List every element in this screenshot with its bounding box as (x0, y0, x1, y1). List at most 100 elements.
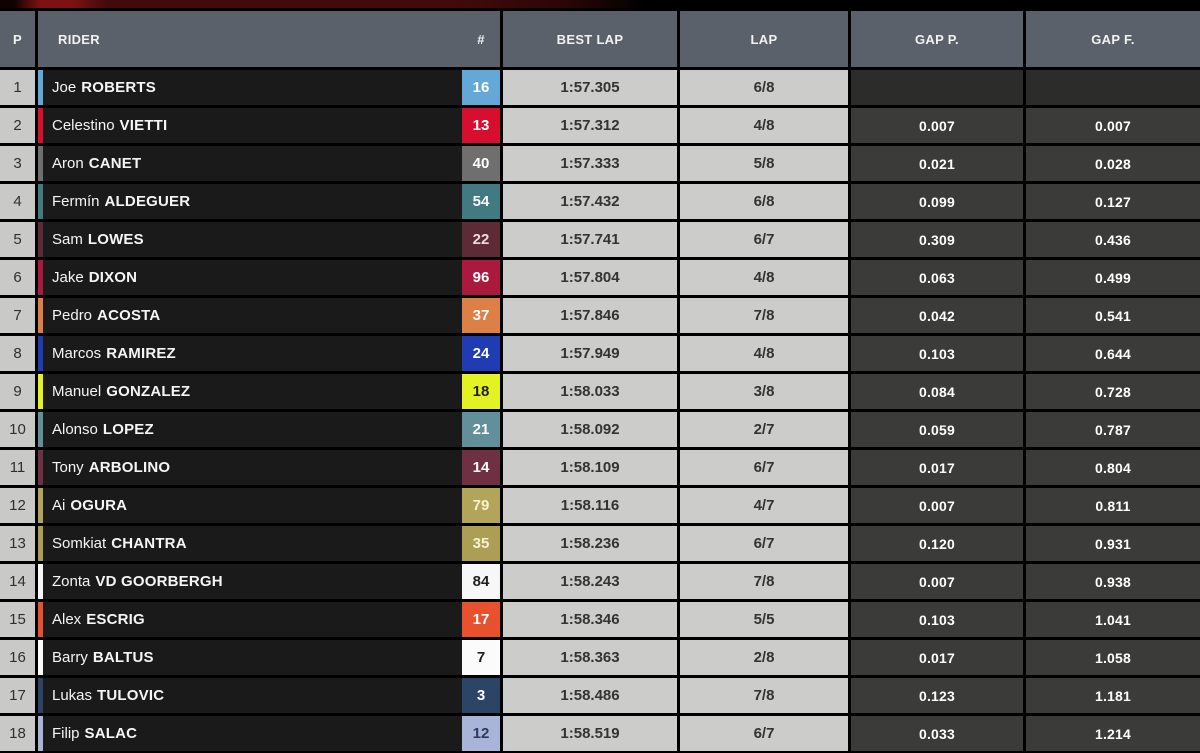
gap-prev-cell: 0.123 (851, 678, 1023, 713)
gap-first-cell: 1.058 (1026, 640, 1200, 675)
rider-last-name: TULOVIC (97, 687, 165, 704)
rider-first-name: Aron (52, 155, 84, 172)
rider-number-badge: 7 (462, 640, 500, 675)
header-number: # (477, 31, 485, 47)
table-row[interactable]: 15 Alex ESCRIG 17 1:58.346 5/5 0.103 1.0… (0, 602, 1200, 637)
rider-last-name: OGURA (70, 497, 128, 514)
gap-first-cell: 0.811 (1026, 488, 1200, 523)
header-best-lap: BEST LAP (503, 11, 677, 67)
best-lap-cell: 1:57.305 (503, 70, 677, 105)
rider-color-stripe (38, 564, 43, 599)
rider-first-name: Filip (52, 725, 80, 742)
table-row[interactable]: 7 Pedro ACOSTA 37 1:57.846 7/8 0.042 0.5… (0, 298, 1200, 333)
rider-cell: Ai OGURA 79 (38, 488, 500, 523)
best-lap-cell: 1:57.333 (503, 146, 677, 181)
table-row[interactable]: 1 Joe ROBERTS 16 1:57.305 6/8 (0, 70, 1200, 105)
rider-last-name: GONZALEZ (106, 383, 191, 400)
best-lap-cell: 1:58.346 (503, 602, 677, 637)
table-row[interactable]: 17 Lukas TULOVIC 3 1:58.486 7/8 0.123 1.… (0, 678, 1200, 713)
table-row[interactable]: 2 Celestino VIETTI 13 1:57.312 4/8 0.007… (0, 108, 1200, 143)
timing-table: P RIDER # BEST LAP LAP GAP P. GAP F. 1 J… (0, 11, 1200, 751)
best-lap-cell: 1:58.109 (503, 450, 677, 485)
rider-color-stripe (38, 640, 43, 675)
rider-number-badge: 96 (462, 260, 500, 295)
gap-prev-cell: 0.063 (851, 260, 1023, 295)
position-cell: 8 (0, 336, 35, 371)
rider-cell: Lukas TULOVIC 3 (38, 678, 500, 713)
gap-first-cell: 0.787 (1026, 412, 1200, 447)
position-cell: 2 (0, 108, 35, 143)
table-row[interactable]: 13 Somkiat CHANTRA 35 1:58.236 6/7 0.120… (0, 526, 1200, 561)
best-lap-cell: 1:57.432 (503, 184, 677, 219)
rider-color-stripe (38, 450, 43, 485)
table-row[interactable]: 14 Zonta VD GOORBERGH 84 1:58.243 7/8 0.… (0, 564, 1200, 599)
rider-number-badge: 17 (462, 602, 500, 637)
rider-color-stripe (38, 488, 43, 523)
best-lap-cell: 1:58.486 (503, 678, 677, 713)
table-row[interactable]: 4 Fermín ALDEGUER 54 1:57.432 6/8 0.099 … (0, 184, 1200, 219)
position-cell: 10 (0, 412, 35, 447)
lap-cell: 6/7 (680, 526, 848, 561)
rider-cell: Marcos RAMIREZ 24 (38, 336, 500, 371)
best-lap-cell: 1:57.804 (503, 260, 677, 295)
rider-last-name: VD GOORBERGH (95, 573, 223, 590)
rider-last-name: LOWES (87, 231, 144, 248)
gap-prev-cell: 0.309 (851, 222, 1023, 257)
header-gap-prev: GAP P. (851, 11, 1023, 67)
rider-cell: Sam LOWES 22 (38, 222, 500, 257)
position-cell: 6 (0, 260, 35, 295)
table-row[interactable]: 6 Jake DIXON 96 1:57.804 4/8 0.063 0.499 (0, 260, 1200, 295)
rider-cell: Manuel GONZALEZ 18 (38, 374, 500, 409)
rider-color-stripe (38, 602, 43, 637)
gap-prev-cell: 0.099 (851, 184, 1023, 219)
best-lap-cell: 1:58.243 (503, 564, 677, 599)
position-cell: 12 (0, 488, 35, 523)
rider-last-name: ESCRIG (86, 611, 145, 628)
lap-cell: 6/7 (680, 450, 848, 485)
table-row[interactable]: 12 Ai OGURA 79 1:58.116 4/7 0.007 0.811 (0, 488, 1200, 523)
gap-prev-cell: 0.033 (851, 716, 1023, 751)
rider-cell: Zonta VD GOORBERGH 84 (38, 564, 500, 599)
lap-cell: 2/7 (680, 412, 848, 447)
table-row[interactable]: 3 Aron CANET 40 1:57.333 5/8 0.021 0.028 (0, 146, 1200, 181)
rider-first-name: Joe (52, 79, 77, 96)
rider-first-name: Alex (52, 611, 82, 628)
gap-first-cell: 0.436 (1026, 222, 1200, 257)
gap-first-cell (1026, 70, 1200, 105)
lap-cell: 6/7 (680, 716, 848, 751)
gap-prev-cell: 0.120 (851, 526, 1023, 561)
rider-last-name: RAMIREZ (106, 345, 176, 362)
table-row[interactable]: 11 Tony ARBOLINO 14 1:58.109 6/7 0.017 0… (0, 450, 1200, 485)
table-row[interactable]: 9 Manuel GONZALEZ 18 1:58.033 3/8 0.084 … (0, 374, 1200, 409)
position-cell: 1 (0, 70, 35, 105)
gap-prev-cell: 0.007 (851, 488, 1023, 523)
rider-color-stripe (38, 108, 43, 143)
table-row[interactable]: 16 Barry BALTUS 7 1:58.363 2/8 0.017 1.0… (0, 640, 1200, 675)
gap-prev-cell: 0.007 (851, 564, 1023, 599)
best-lap-cell: 1:58.033 (503, 374, 677, 409)
rider-first-name: Celestino (52, 117, 115, 134)
rider-first-name: Ai (52, 497, 66, 514)
rider-first-name: Alonso (52, 421, 98, 438)
lap-cell: 5/8 (680, 146, 848, 181)
gap-first-cell: 1.041 (1026, 602, 1200, 637)
rider-color-stripe (38, 260, 43, 295)
table-header-row: P RIDER # BEST LAP LAP GAP P. GAP F. (0, 11, 1200, 67)
rider-number-badge: 79 (462, 488, 500, 523)
table-row[interactable]: 5 Sam LOWES 22 1:57.741 6/7 0.309 0.436 (0, 222, 1200, 257)
lap-cell: 5/5 (680, 602, 848, 637)
position-cell: 17 (0, 678, 35, 713)
rider-cell: Fermín ALDEGUER 54 (38, 184, 500, 219)
table-row[interactable]: 10 Alonso LOPEZ 21 1:58.092 2/7 0.059 0.… (0, 412, 1200, 447)
lap-cell: 7/8 (680, 298, 848, 333)
table-row[interactable]: 18 Filip SALAC 12 1:58.519 6/7 0.033 1.2… (0, 716, 1200, 751)
gap-first-cell: 0.804 (1026, 450, 1200, 485)
lap-cell: 4/8 (680, 336, 848, 371)
rider-first-name: Manuel (52, 383, 102, 400)
rider-last-name: ROBERTS (81, 79, 156, 96)
table-row[interactable]: 8 Marcos RAMIREZ 24 1:57.949 4/8 0.103 0… (0, 336, 1200, 371)
position-cell: 13 (0, 526, 35, 561)
rider-number-badge: 18 (462, 374, 500, 409)
rider-number-badge: 37 (462, 298, 500, 333)
rider-number-badge: 14 (462, 450, 500, 485)
